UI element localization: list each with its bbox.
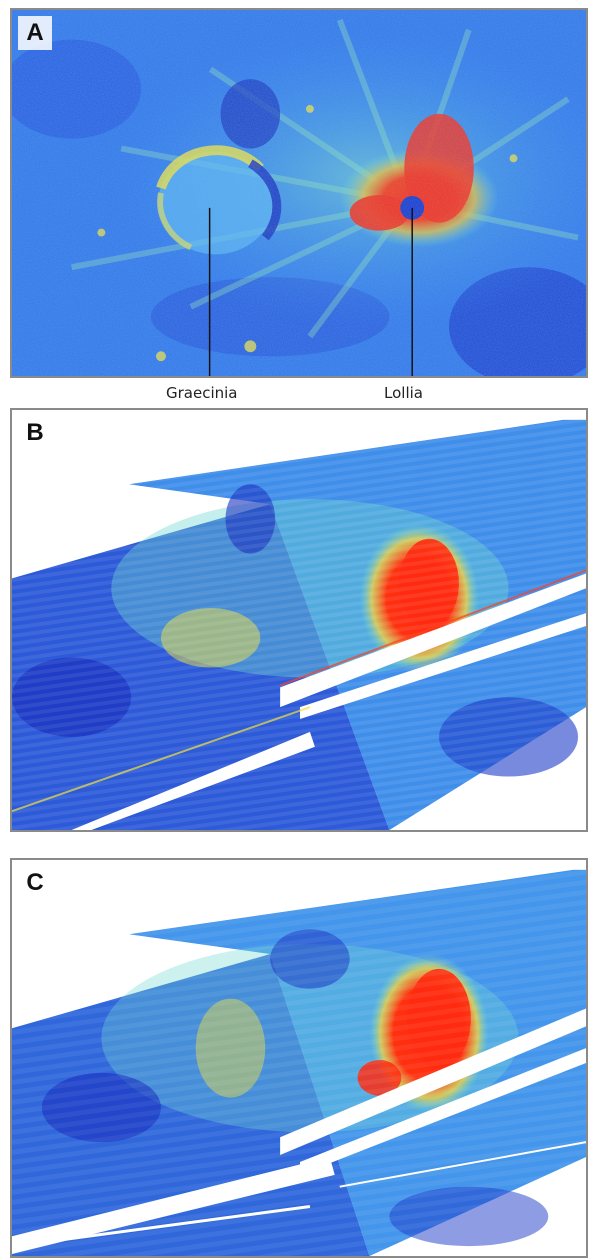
lollia-label: Lollia [384, 384, 423, 402]
panel-a-map: A [10, 8, 588, 378]
panel-b-image [12, 419, 586, 830]
panel-b-letter: B [18, 416, 52, 450]
panel-a-letter: A [18, 16, 52, 50]
panel-c-image [12, 869, 586, 1256]
graecinia-label: Graecinia [166, 384, 238, 402]
panel-c-letter: C [18, 866, 52, 900]
panel-a-image [12, 10, 586, 376]
panel-b-map: B [10, 408, 588, 832]
panel-c-map: C [10, 858, 588, 1258]
